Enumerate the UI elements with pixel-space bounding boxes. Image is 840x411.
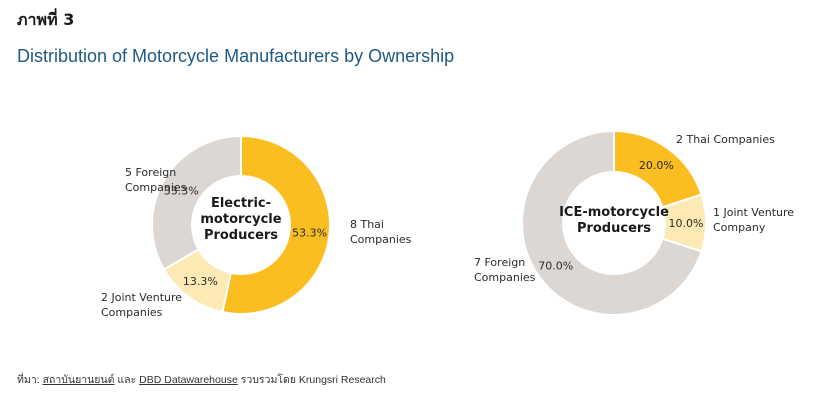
category-label: 2 Joint Venture bbox=[101, 291, 182, 304]
donut-chart-1: 53.3% 8 Thai Companies 13.3%2 Joint Venture… bbox=[101, 134, 412, 319]
value-label-foreign: 70.0% bbox=[538, 259, 573, 272]
center-label: ICE-motorcycle bbox=[559, 205, 669, 220]
slice-foreign bbox=[151, 134, 242, 271]
donut-chart-2: 20.0%2 Thai Companies 10.0% 1 Joint Ventur… bbox=[474, 129, 794, 316]
chart-title: Distribution of Motorcycle Manufacturers… bbox=[17, 46, 455, 66]
source-note: ที่มา: สถาบันยานยนต์ และ DBD Datawarehou… bbox=[17, 371, 386, 388]
source-and: และ bbox=[117, 374, 137, 386]
source-link-2[interactable]: DBD Datawarehouse bbox=[139, 374, 238, 386]
figure-label: ภาพที่ 3 bbox=[17, 10, 75, 29]
category-label: 1 Joint Venture bbox=[713, 206, 794, 219]
value-label-foreign: 33.3% bbox=[164, 185, 199, 198]
category-label: 2 Thai Companies bbox=[676, 133, 775, 146]
category-label: Companies bbox=[474, 271, 536, 284]
category-label: Companies bbox=[350, 233, 412, 246]
value-label-joint-venture: 10.0% bbox=[669, 217, 704, 230]
center-label: Electric- bbox=[211, 196, 271, 211]
value-label-thai: 53.3% bbox=[292, 226, 327, 239]
center-label: Producers bbox=[204, 228, 278, 243]
source-prefix: ที่มา: bbox=[17, 374, 40, 386]
category-label: 8 Thai bbox=[350, 218, 384, 231]
category-label: 7 Foreign bbox=[474, 256, 525, 269]
category-label: 5 Foreign bbox=[125, 166, 176, 179]
source-suffix: รวบรวมโดย Krungsri Research bbox=[240, 374, 386, 386]
slice-thai bbox=[221, 134, 331, 315]
category-label: Company bbox=[713, 221, 766, 234]
category-label: Companies bbox=[101, 306, 163, 319]
value-label-thai: 20.0% bbox=[639, 159, 674, 172]
source-link-1[interactable]: สถาบันยานยนต์ bbox=[42, 374, 115, 386]
center-label: Producers bbox=[577, 221, 651, 236]
slice-foreign bbox=[521, 129, 703, 316]
category-label: Companies bbox=[125, 181, 187, 194]
value-label-joint-venture: 13.3% bbox=[183, 275, 218, 288]
center-label: motorcycle bbox=[200, 212, 281, 227]
